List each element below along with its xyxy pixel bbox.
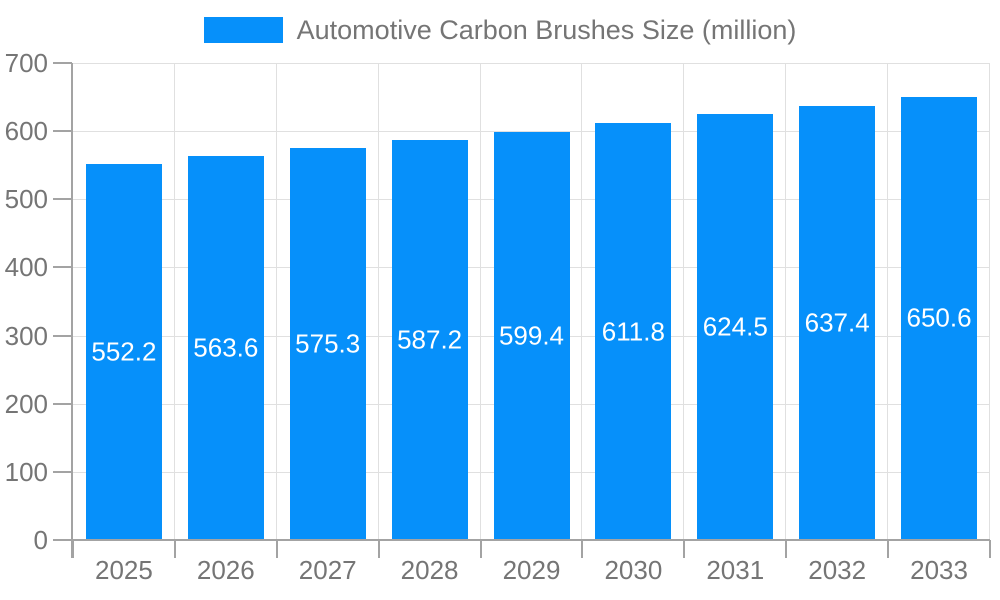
bar-value-label: 611.8 — [601, 316, 665, 347]
y-axis-label: 700 — [4, 48, 48, 78]
x-axis-label: 2032 — [808, 555, 867, 585]
x-axis-tick — [275, 540, 278, 558]
y-axis-tick — [53, 402, 72, 405]
bar-2031[interactable]: 624.5 — [697, 114, 774, 540]
y-axis-line — [71, 63, 73, 558]
bar-2032[interactable]: 637.4 — [799, 105, 876, 540]
bar-value-label: 650.6 — [906, 302, 972, 333]
gridline-vertical — [683, 63, 685, 540]
gridline-vertical — [275, 63, 277, 540]
y-axis-label: 0 — [33, 525, 48, 555]
gridline-horizontal — [73, 63, 990, 64]
x-axis-tick — [989, 540, 991, 558]
x-axis-label: 2025 — [95, 555, 153, 585]
x-axis-tick — [173, 540, 176, 558]
bar-2030[interactable]: 611.8 — [595, 123, 672, 540]
bar-value-label: 637.4 — [804, 307, 870, 338]
gridline-vertical — [173, 63, 175, 540]
x-axis-tick — [72, 540, 74, 558]
x-axis-label: 2028 — [400, 555, 459, 585]
bar-2025[interactable]: 552.2 — [85, 163, 162, 540]
x-axis-label: 2031 — [706, 555, 765, 585]
x-axis-label: 2029 — [502, 555, 561, 585]
legend-swatch-icon — [203, 17, 283, 43]
bar-value-label: 587.2 — [397, 324, 463, 355]
y-axis-tick — [53, 198, 72, 201]
bar-value-label: 563.6 — [193, 332, 259, 363]
y-axis-label: 300 — [4, 320, 48, 351]
y-axis-tick — [53, 130, 72, 133]
gridline-vertical — [989, 63, 990, 540]
x-axis-tick — [887, 540, 890, 558]
bar-2028[interactable]: 587.2 — [391, 139, 468, 540]
y-axis-label: 500 — [4, 184, 48, 215]
x-axis-tick — [479, 540, 482, 558]
bar-2029[interactable]: 599.4 — [493, 131, 570, 540]
bar-value-label: 624.5 — [702, 311, 768, 342]
bar-value-label: 575.3 — [295, 328, 361, 359]
gridline-vertical — [479, 63, 481, 540]
x-axis-label: 2026 — [196, 555, 255, 585]
x-axis-tick — [785, 540, 788, 558]
plot-area: 552.2 563.6 575.3 587.2 599.4 611.8 624.5 637.4… — [73, 63, 990, 540]
x-axis-label: 2030 — [604, 555, 663, 585]
x-axis-line — [53, 539, 990, 541]
y-axis-label: 600 — [4, 116, 48, 147]
gridline-vertical — [887, 63, 889, 540]
bar-2033[interactable]: 650.6 — [901, 96, 978, 540]
y-axis-tick — [53, 539, 72, 541]
legend-label: Automotive Carbon Brushes Size (million) — [296, 14, 797, 45]
bar-value-label: 599.4 — [498, 320, 565, 351]
x-axis-label: 2027 — [298, 555, 357, 585]
y-axis-tick — [53, 62, 72, 64]
bar-2027[interactable]: 575.3 — [289, 147, 366, 540]
gridline-vertical — [581, 63, 583, 540]
y-axis-tick — [53, 266, 72, 269]
gridline-vertical — [377, 63, 379, 540]
bar-2026[interactable]: 563.6 — [187, 155, 264, 540]
y-axis-tick — [53, 470, 72, 473]
x-axis-tick — [683, 540, 686, 558]
y-axis-label: 100 — [4, 456, 48, 487]
x-axis-label: 2033 — [910, 555, 968, 585]
bar-value-label: 552.2 — [91, 336, 157, 367]
y-axis-tick — [53, 334, 72, 337]
gridline-vertical — [785, 63, 787, 540]
x-axis-tick — [581, 540, 584, 558]
x-axis-tick — [377, 540, 380, 558]
y-axis-label: 400 — [4, 252, 48, 283]
legend[interactable]: Automotive Carbon Brushes Size (million) — [0, 14, 1000, 45]
y-axis-label: 200 — [4, 388, 48, 419]
